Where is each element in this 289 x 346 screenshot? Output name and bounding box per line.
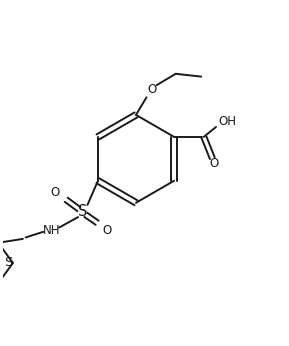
Text: NH: NH bbox=[42, 224, 60, 237]
Text: S: S bbox=[4, 256, 13, 270]
Text: OH: OH bbox=[218, 115, 236, 128]
Text: O: O bbox=[103, 224, 112, 237]
Text: S: S bbox=[78, 204, 87, 219]
Text: O: O bbox=[147, 83, 156, 96]
Text: O: O bbox=[209, 157, 218, 170]
Text: O: O bbox=[51, 186, 60, 199]
